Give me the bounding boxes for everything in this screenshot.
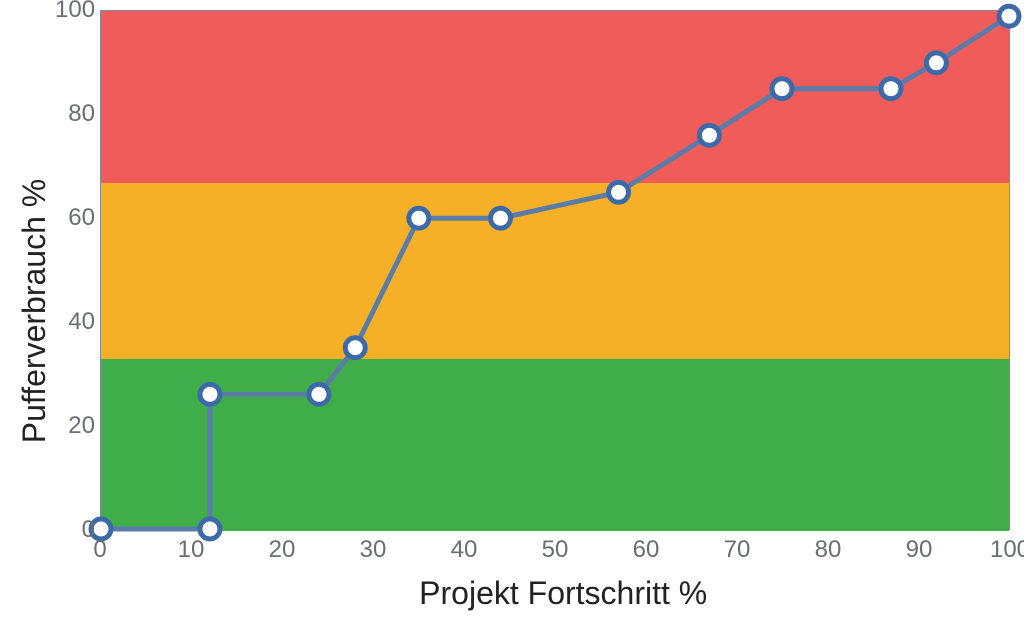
- data-point: [772, 79, 792, 99]
- line-series: [101, 11, 1009, 529]
- data-point: [309, 384, 329, 404]
- series-line: [101, 16, 1009, 529]
- y-tick: 80: [55, 100, 95, 128]
- x-tick: 40: [451, 536, 478, 564]
- x-tick: 80: [815, 536, 842, 564]
- data-point: [609, 182, 629, 202]
- x-tick: 70: [724, 536, 751, 564]
- y-tick: 60: [55, 204, 95, 232]
- x-tick: 20: [269, 536, 296, 564]
- data-point: [200, 384, 220, 404]
- x-tick: 50: [542, 536, 569, 564]
- plot-area: [100, 10, 1010, 530]
- y-tick: 0: [55, 516, 95, 544]
- x-tick: 100: [990, 536, 1024, 564]
- data-point: [881, 79, 901, 99]
- x-tick: 10: [178, 536, 205, 564]
- x-axis-label: Projekt Fortschritt %: [419, 575, 707, 612]
- buffer-chart: Pufferverbrauch % Projekt Fortschritt % …: [0, 0, 1024, 622]
- data-point: [409, 208, 429, 228]
- y-tick: 20: [55, 412, 95, 440]
- y-tick: 40: [55, 308, 95, 336]
- data-point: [999, 6, 1019, 26]
- data-point: [491, 208, 511, 228]
- y-tick: 100: [55, 0, 95, 24]
- x-tick: 90: [906, 536, 933, 564]
- data-point: [926, 53, 946, 73]
- x-tick: 60: [633, 536, 660, 564]
- data-point: [699, 125, 719, 145]
- y-axis-label: Pufferverbrauch %: [16, 179, 53, 443]
- x-tick: 0: [93, 536, 106, 564]
- data-point: [345, 338, 365, 358]
- x-tick: 30: [360, 536, 387, 564]
